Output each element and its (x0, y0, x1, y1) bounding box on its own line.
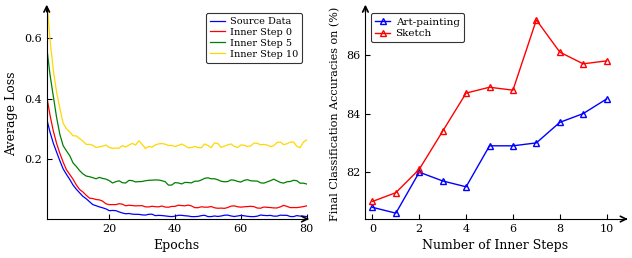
Sketch (556, 51, 564, 54)
Source Data (224, 214, 231, 217)
Line: Sketch: Sketch (370, 17, 609, 204)
Sketch (415, 168, 423, 171)
Inner Step 10 (277, 140, 284, 143)
Inner Step 0 (198, 205, 205, 208)
Inner Step 5 (224, 180, 231, 183)
Art-painting (486, 144, 494, 147)
Inner Step 10 (303, 138, 310, 141)
Sketch (509, 89, 517, 92)
Source Data (204, 215, 212, 218)
Inner Step 5 (277, 181, 284, 184)
Inner Step 0 (158, 205, 166, 208)
Sketch (603, 59, 611, 62)
Source Data (201, 214, 209, 217)
Source Data (43, 117, 51, 120)
Inner Step 10 (214, 142, 222, 145)
Sketch (486, 86, 494, 89)
Source Data (214, 215, 222, 218)
Inner Step 10 (201, 142, 209, 146)
Sketch (533, 18, 540, 21)
Art-painting (368, 206, 376, 209)
Inner Step 0 (201, 206, 209, 209)
Inner Step 5 (204, 176, 212, 179)
Inner Step 10 (224, 143, 231, 146)
Inner Step 5 (201, 177, 209, 180)
Sketch (368, 200, 376, 203)
Inner Step 0 (43, 95, 51, 98)
Inner Step 5 (303, 182, 310, 186)
Source Data (168, 215, 176, 218)
Inner Step 5 (158, 179, 166, 182)
Art-painting (415, 171, 423, 174)
Y-axis label: Average Loss: Average Loss (6, 71, 18, 156)
Sketch (463, 92, 470, 95)
Legend: Source Data, Inner Step 0, Inner Step 5, Inner Step 10: Source Data, Inner Step 0, Inner Step 5,… (206, 13, 301, 63)
Inner Step 0 (224, 206, 231, 209)
Inner Step 0 (303, 204, 310, 207)
Line: Source Data: Source Data (47, 119, 307, 217)
X-axis label: Number of Inner Steps: Number of Inner Steps (422, 239, 568, 252)
Art-painting (509, 144, 517, 147)
Legend: Art-painting, Sketch: Art-painting, Sketch (370, 13, 464, 42)
Art-painting (556, 121, 564, 124)
Art-painting (603, 98, 611, 101)
Sketch (392, 191, 399, 194)
Inner Step 0 (277, 205, 284, 208)
Art-painting (580, 112, 587, 115)
Line: Inner Step 5: Inner Step 5 (47, 47, 307, 185)
Inner Step 10 (142, 147, 149, 150)
Y-axis label: Final Classification Accuracies on (%): Final Classification Accuracies on (%) (331, 6, 341, 221)
Source Data (303, 215, 310, 218)
Inner Step 5 (43, 45, 51, 49)
Inner Step 0 (210, 206, 218, 209)
Art-painting (533, 141, 540, 144)
Art-painting (439, 179, 446, 182)
Sketch (580, 62, 587, 65)
Line: Inner Step 10: Inner Step 10 (47, 0, 307, 148)
Inner Step 10 (161, 143, 169, 146)
Source Data (158, 214, 166, 217)
Line: Inner Step 0: Inner Step 0 (47, 96, 307, 208)
Inner Step 5 (165, 184, 173, 187)
Art-painting (392, 212, 399, 215)
Art-painting (463, 185, 470, 188)
Sketch (439, 130, 446, 133)
Inner Step 0 (221, 207, 228, 210)
Inner Step 10 (204, 144, 212, 147)
Line: Art-painting: Art-painting (370, 96, 609, 216)
Inner Step 5 (214, 178, 222, 181)
X-axis label: Epochs: Epochs (154, 239, 200, 252)
Source Data (277, 214, 284, 217)
